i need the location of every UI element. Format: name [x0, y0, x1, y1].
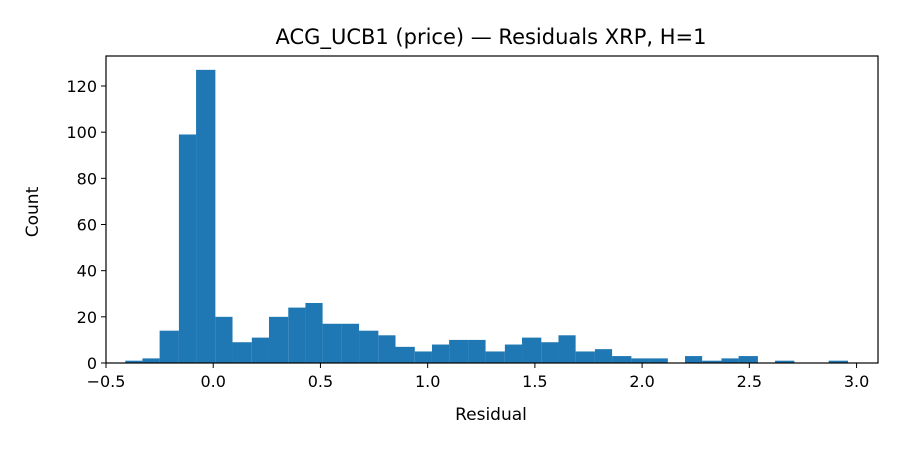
histogram-bar-31: [685, 356, 703, 363]
histogram-bar-23: [541, 342, 559, 363]
histogram-bar-16: [414, 351, 432, 363]
histogram-bar-24: [558, 335, 576, 363]
histogram-bar-6: [232, 342, 252, 363]
histogram-bar-13: [359, 330, 379, 363]
histogram-bar-28: [631, 358, 649, 363]
histogram-bar-14: [378, 335, 396, 363]
y-tick-label: 100: [66, 123, 97, 142]
x-tick-label: 1.0: [415, 372, 440, 391]
histogram-bar-18: [449, 339, 469, 363]
histogram-bar-2: [159, 330, 179, 363]
x-tick-label: 0.5: [308, 372, 333, 391]
histogram-bar-17: [431, 344, 450, 363]
chart-title: ACG_UCB1 (price) — Residuals XRP, H=1: [276, 25, 707, 50]
y-tick-label: 120: [66, 77, 97, 96]
histogram-bar-11: [322, 323, 342, 363]
histogram-bar-22: [522, 337, 542, 363]
x-tick-label: 0.0: [200, 372, 225, 391]
histogram-bar-32: [702, 360, 722, 363]
histogram-bar-9: [288, 307, 306, 363]
plot-frame: [105, 55, 879, 364]
histogram-bar-12: [341, 323, 360, 363]
histogram-bar-39: [828, 360, 848, 363]
y-tick-label: 40: [77, 262, 97, 281]
histogram-bar-4: [196, 69, 216, 364]
y-tick-label: 20: [77, 308, 97, 327]
histogram-bar-3: [178, 134, 197, 363]
histogram-bar-7: [251, 337, 269, 363]
histogram-bar-25: [575, 351, 595, 363]
histogram-bar-26: [594, 349, 613, 363]
histogram-bar-27: [612, 356, 632, 363]
x-axis: −0.5 0.0 0.5 1.0 1.5 2.0 2.5 3.0: [87, 363, 869, 391]
histogram-bar-19: [468, 339, 486, 363]
y-tick-label: 60: [77, 216, 97, 235]
x-tick-label: 3.0: [844, 372, 869, 391]
histogram-bar-34: [738, 356, 758, 363]
histogram-bar-10: [305, 302, 323, 363]
histogram-bar-8: [268, 316, 289, 363]
histogram-bars: [125, 69, 848, 364]
y-tick-label: 0: [87, 354, 97, 373]
x-tick-label: 2.5: [737, 372, 762, 391]
histogram-bar-0: [125, 360, 143, 363]
y-tick-label: 80: [77, 169, 97, 188]
histogram-bar-20: [485, 351, 505, 363]
histogram-bar-33: [721, 358, 739, 363]
histogram-bar-29: [648, 358, 668, 363]
histogram-bar-15: [395, 346, 415, 363]
histogram-bar-1: [142, 358, 160, 363]
x-tick-label: 1.5: [522, 372, 547, 391]
histogram-bar-21: [504, 344, 523, 363]
histogram-bar-5: [215, 316, 233, 363]
histogram-bar-36: [775, 360, 795, 363]
x-tick-label: −0.5: [87, 372, 126, 391]
x-tick-label: 2.0: [629, 372, 654, 391]
y-axis-label: Count: [23, 186, 43, 237]
y-axis: 0 20 40 60 80 100 120: [66, 77, 106, 373]
x-axis-label: Residual: [455, 405, 527, 425]
